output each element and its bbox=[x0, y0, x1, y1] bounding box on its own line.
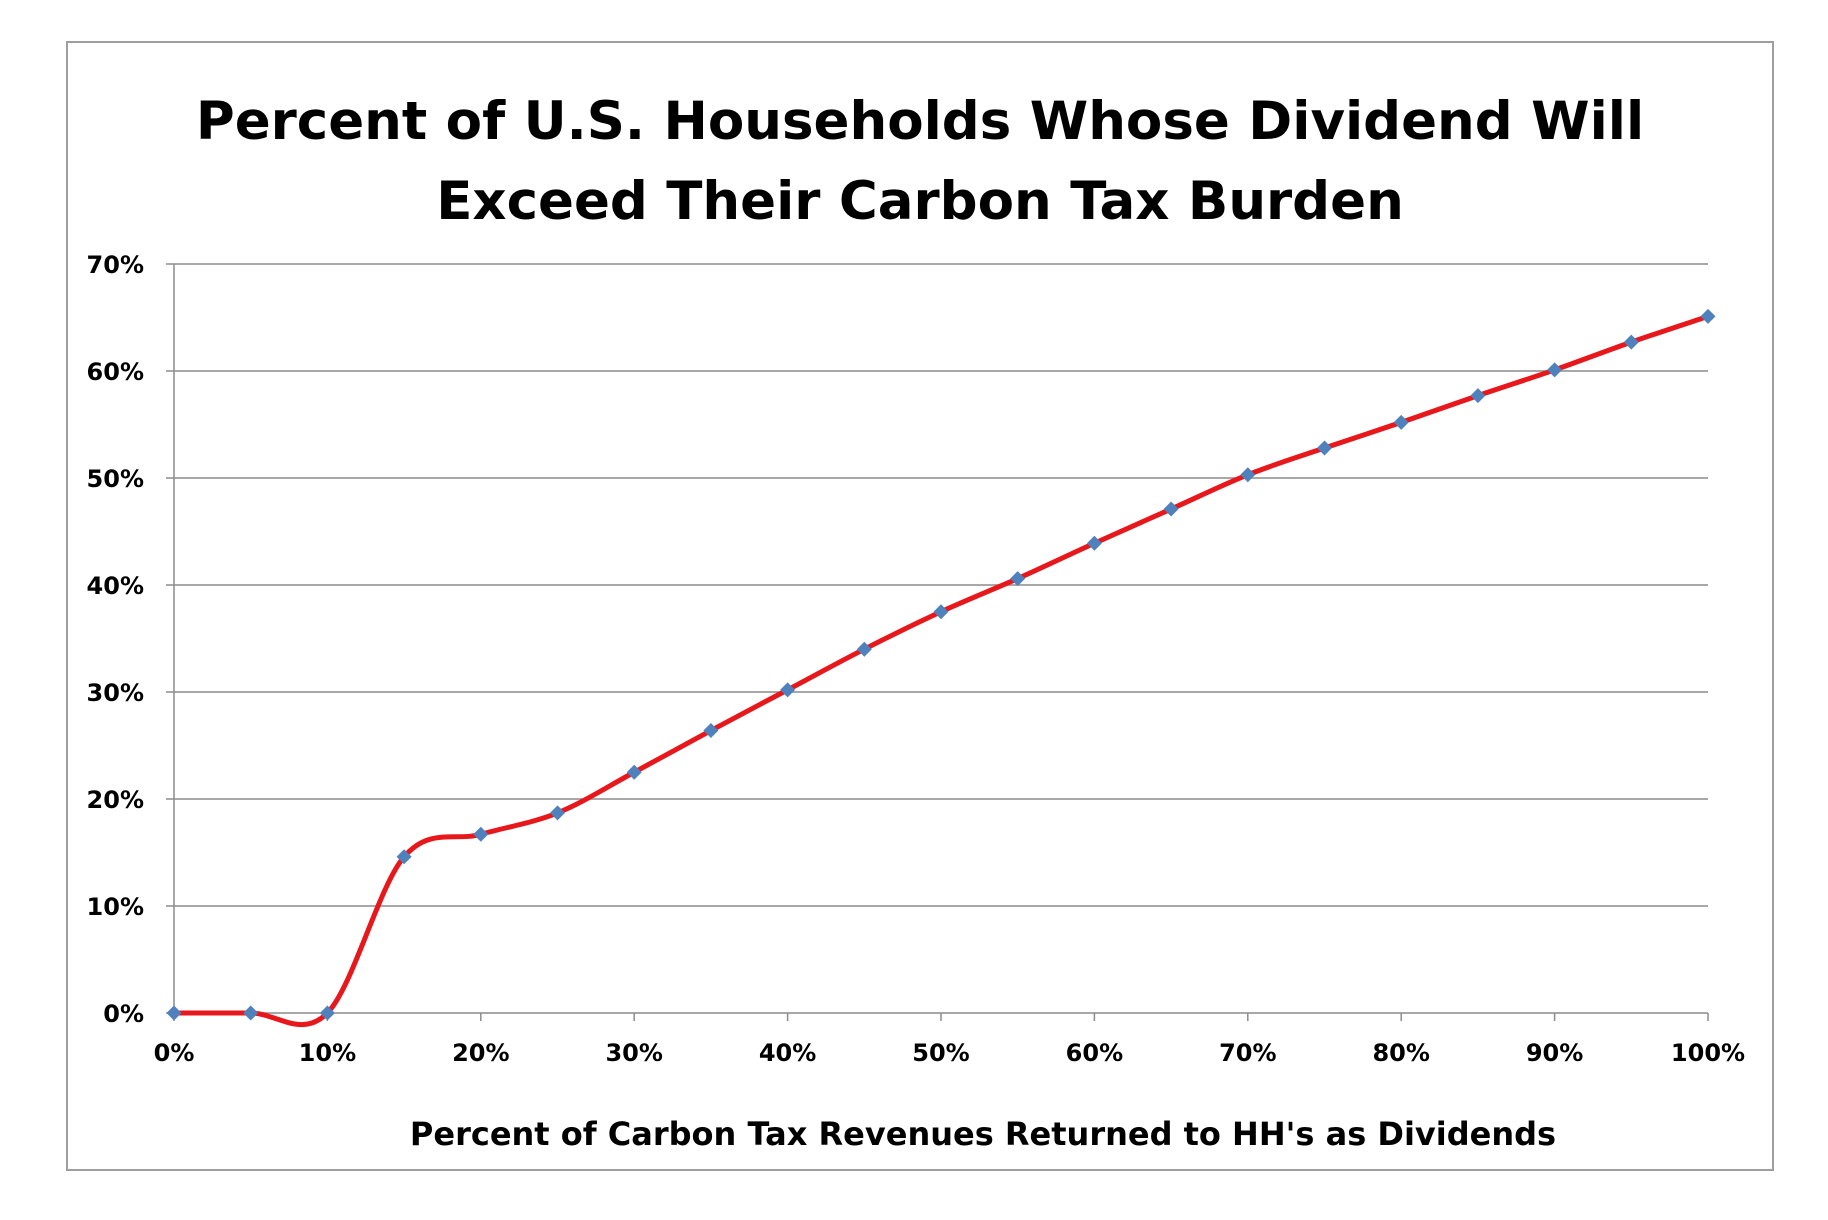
data-point-65 bbox=[1163, 501, 1179, 517]
data-markers bbox=[166, 308, 1716, 1021]
data-point-80 bbox=[1393, 414, 1409, 430]
x-tick-label-50: 50% bbox=[912, 1039, 969, 1067]
data-point-10 bbox=[319, 1005, 335, 1021]
y-tick-label-0: 0% bbox=[103, 1000, 144, 1028]
data-point-20 bbox=[473, 826, 489, 842]
x-tick-label-30: 30% bbox=[605, 1039, 662, 1067]
series-line-0 bbox=[171, 313, 1711, 1027]
data-point-95 bbox=[1623, 334, 1639, 350]
y-tick-label-30: 30% bbox=[87, 679, 144, 707]
x-axis-tick-labels: 0% 10% 20% 30% 40% 50% 60% 70% 80% 90% 100% bbox=[154, 1039, 1745, 1067]
data-point-40 bbox=[780, 682, 796, 698]
data-point-35 bbox=[703, 723, 719, 739]
y-tick-label-20: 20% bbox=[87, 786, 144, 814]
data-point-60 bbox=[1086, 535, 1102, 551]
x-tick-label-90: 90% bbox=[1526, 1039, 1583, 1067]
data-point-45 bbox=[856, 641, 872, 657]
data-point-90 bbox=[1547, 362, 1563, 378]
gridlines bbox=[174, 263, 1708, 907]
y-tick-label-70: 70% bbox=[87, 251, 144, 279]
y-tick-label-50: 50% bbox=[87, 465, 144, 493]
x-tick-label-20: 20% bbox=[452, 1039, 509, 1067]
x-tick-label-10: 10% bbox=[299, 1039, 356, 1067]
y-tick-label-60: 60% bbox=[87, 358, 144, 386]
y-tick-label-40: 40% bbox=[87, 572, 144, 600]
data-series bbox=[171, 313, 1711, 1027]
data-point-25 bbox=[550, 805, 565, 821]
data-point-15 bbox=[396, 849, 412, 865]
x-tick-label-40: 40% bbox=[759, 1039, 816, 1067]
x-tick-label-60: 60% bbox=[1066, 1039, 1123, 1067]
data-point-30 bbox=[626, 764, 642, 780]
x-axis-title: Percent of Carbon Tax Revenues Returned … bbox=[410, 1115, 1556, 1153]
data-point-0 bbox=[166, 1005, 182, 1021]
y-axis-tick-labels: 0% 10% 20% 30% 40% 50% 60% 70% bbox=[87, 251, 144, 1028]
data-point-55 bbox=[1010, 571, 1026, 587]
data-point-85 bbox=[1470, 388, 1486, 404]
axes bbox=[166, 263, 1709, 1021]
data-point-5 bbox=[243, 1005, 259, 1021]
data-point-50 bbox=[933, 604, 949, 620]
x-tick-label-100: 100% bbox=[1671, 1039, 1745, 1067]
chart-title-line-1: Percent of U.S. Households Whose Dividen… bbox=[195, 91, 1645, 152]
chart-title-line-2: Exceed Their Carbon Tax Burden bbox=[436, 171, 1404, 232]
chart-title: Percent of U.S. Households Whose Dividen… bbox=[66, 82, 1774, 242]
x-tick-label-70: 70% bbox=[1219, 1039, 1276, 1067]
data-point-70 bbox=[1240, 467, 1256, 483]
x-tick-label-80: 80% bbox=[1372, 1039, 1429, 1067]
x-tick-label-0: 0% bbox=[154, 1039, 195, 1067]
data-point-75 bbox=[1317, 440, 1332, 456]
y-tick-label-10: 10% bbox=[87, 893, 144, 921]
chart-frame bbox=[66, 41, 1774, 1171]
data-point-100 bbox=[1700, 308, 1716, 324]
